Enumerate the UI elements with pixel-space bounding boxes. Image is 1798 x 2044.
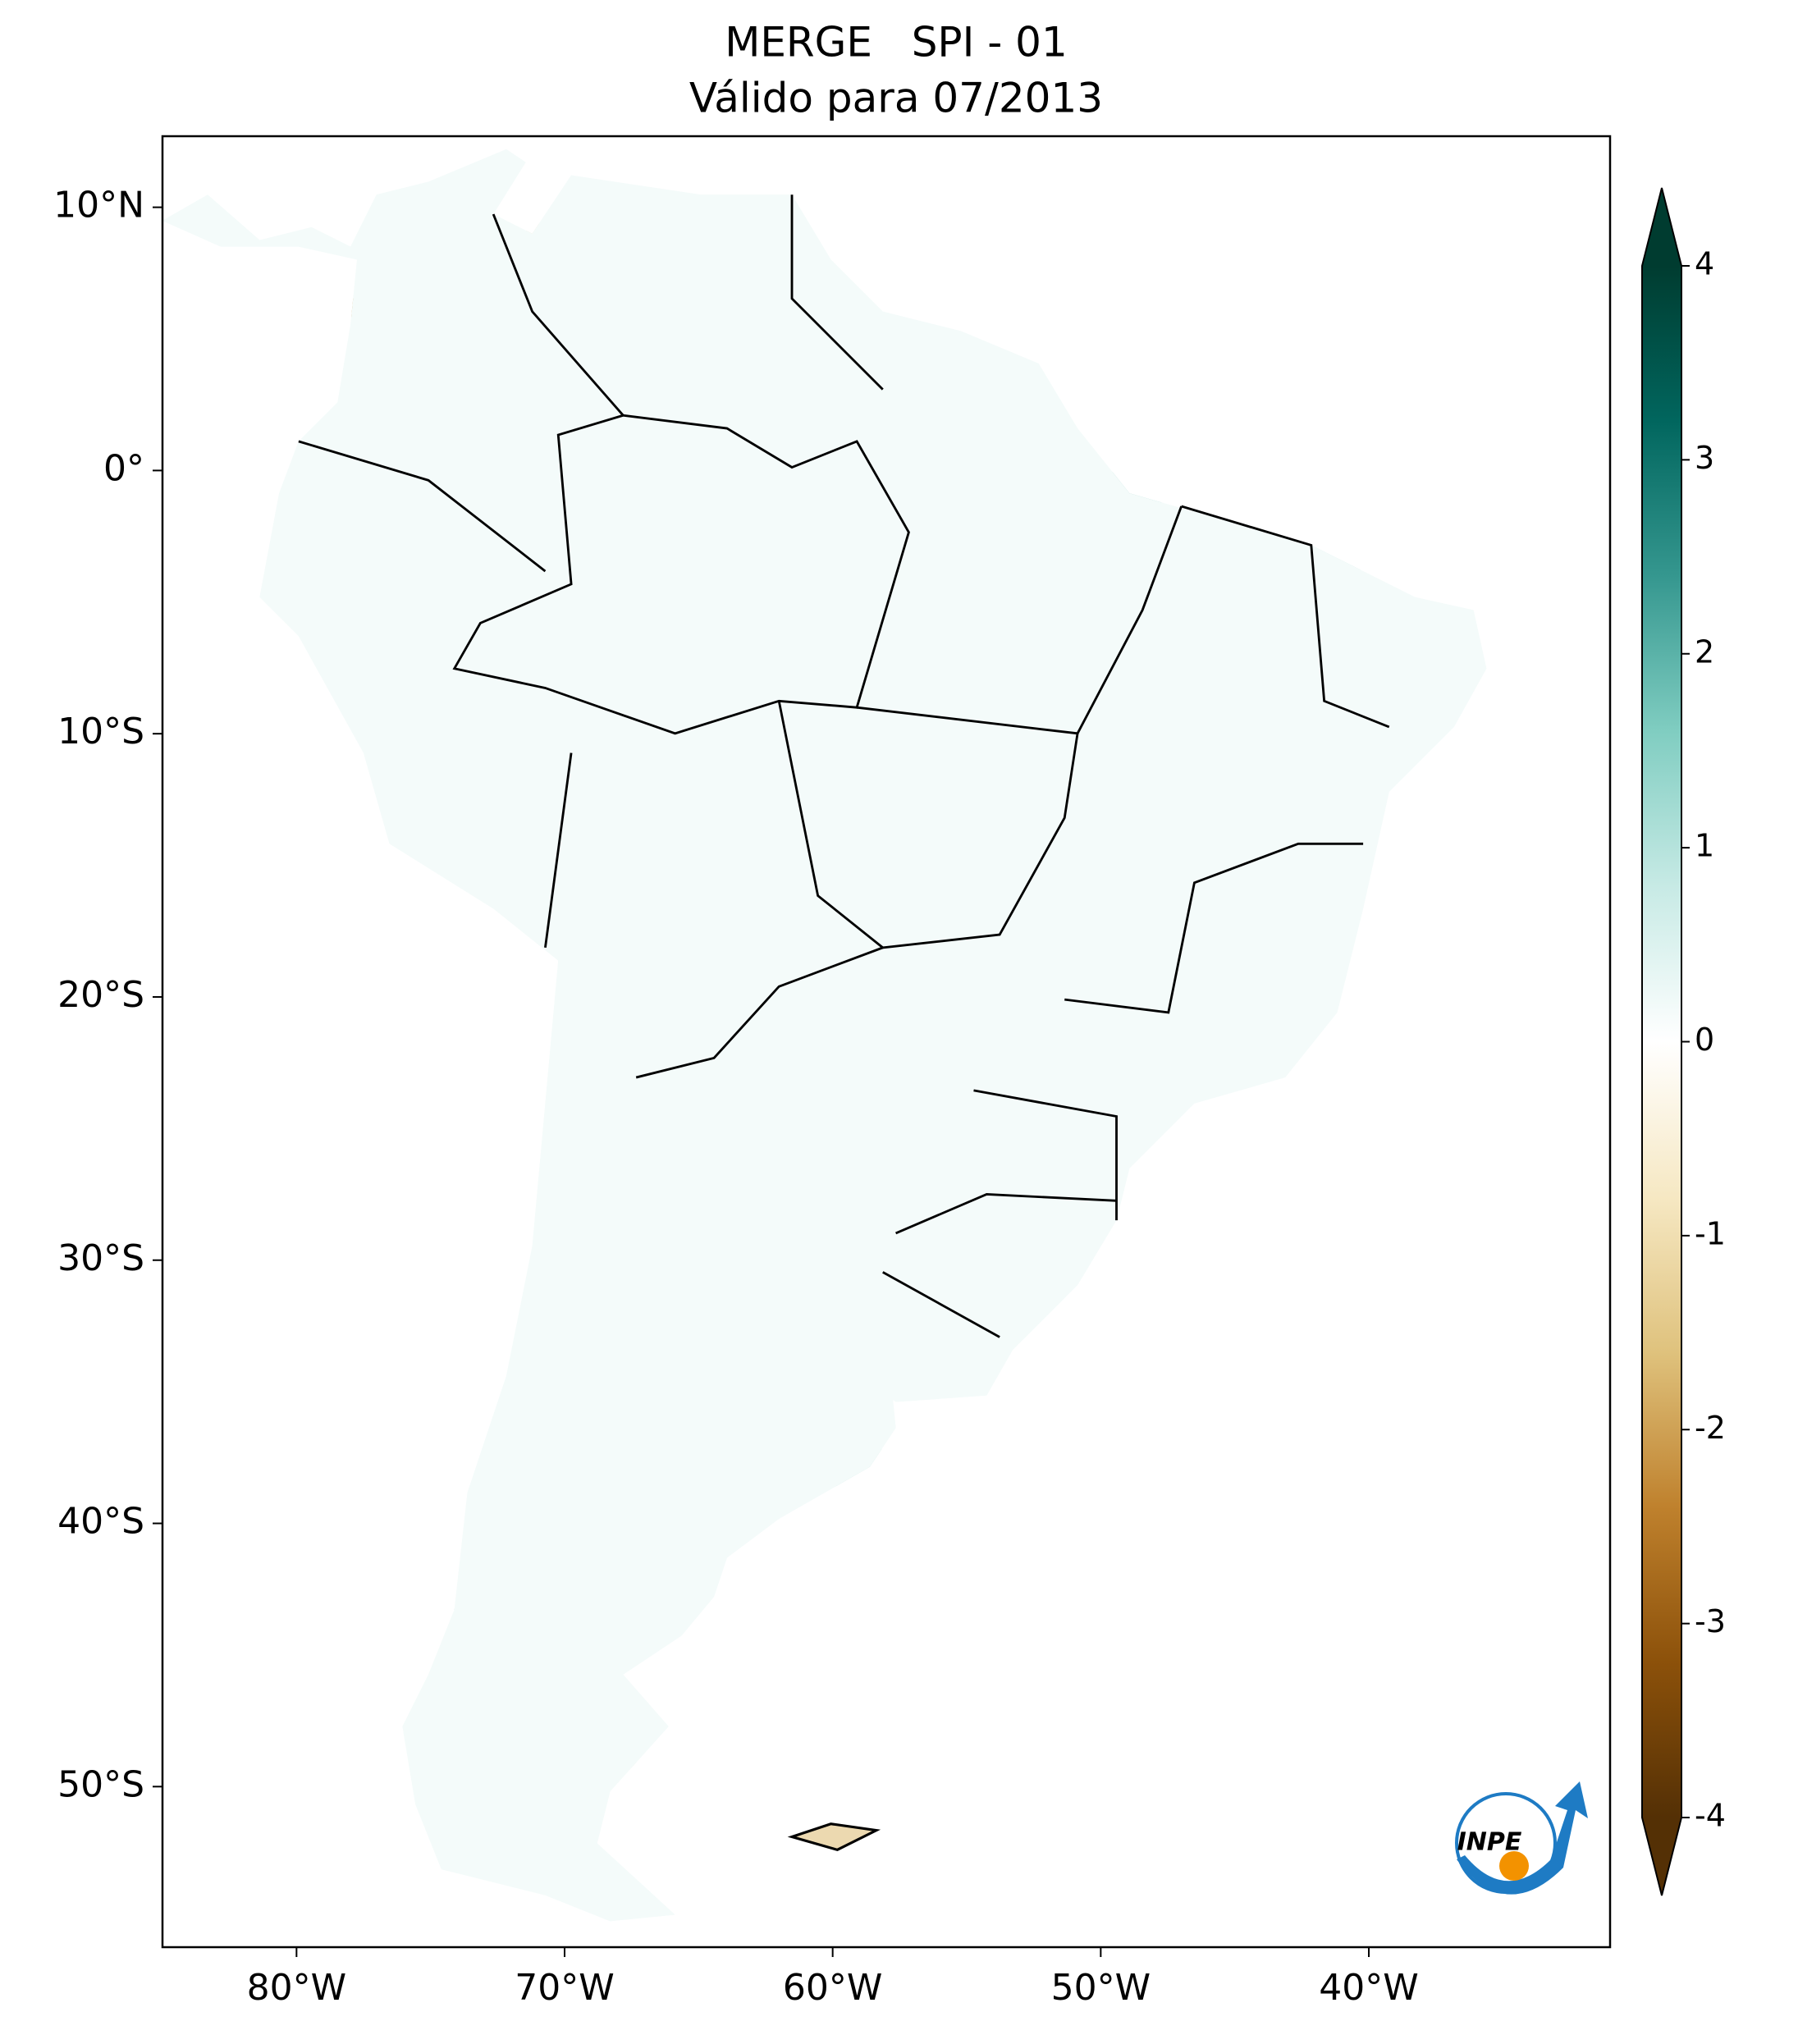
colorbar-tick-label: 0: [1695, 1022, 1714, 1058]
colorbar-tick-label: 1: [1695, 828, 1714, 864]
logo-text: INPE: [1457, 1828, 1522, 1857]
y-tick-label: 30°S: [57, 1237, 144, 1279]
colorbar-tick-label: -3: [1695, 1603, 1726, 1639]
x-tick-label: 40°W: [1319, 1967, 1419, 2009]
y-tick-label: 0°: [103, 447, 144, 489]
y-tick-label: 50°S: [57, 1763, 144, 1805]
x-tick-label: 60°W: [783, 1967, 883, 2009]
x-tick-label: 50°W: [1051, 1967, 1151, 2009]
title-line: MERGE SPI - 01: [725, 19, 1068, 66]
colorbar-tick-label: -4: [1695, 1798, 1726, 1834]
logo: INPE: [1455, 1781, 1588, 1895]
colorbar-extend-max: [1642, 188, 1681, 266]
colorbar-extend-min: [1642, 1818, 1681, 1895]
x-tick-label: 80°W: [247, 1967, 347, 2009]
land: [161, 148, 1488, 1923]
title-line: Válido para 07/2013: [689, 75, 1103, 122]
colorbar-tick-label: -2: [1695, 1410, 1726, 1446]
colorbar-tick-label: 4: [1695, 246, 1714, 282]
colorbar-tick-label: 3: [1695, 440, 1714, 476]
y-tick-label: 40°S: [57, 1501, 144, 1543]
x-tick-label: 70°W: [515, 1967, 615, 2009]
falklands: [787, 1822, 881, 1852]
y-tick-label: 10°N: [53, 185, 144, 226]
y-tick-label: 20°S: [57, 974, 144, 1016]
colorbar-tick-label: -1: [1695, 1215, 1726, 1251]
borders: [298, 194, 1390, 1338]
colorbar: [1642, 266, 1681, 1818]
plot-frame: [161, 135, 1612, 1949]
colorbar-tick-label: 2: [1695, 633, 1714, 670]
y-tick-label: 10°S: [57, 711, 144, 752]
